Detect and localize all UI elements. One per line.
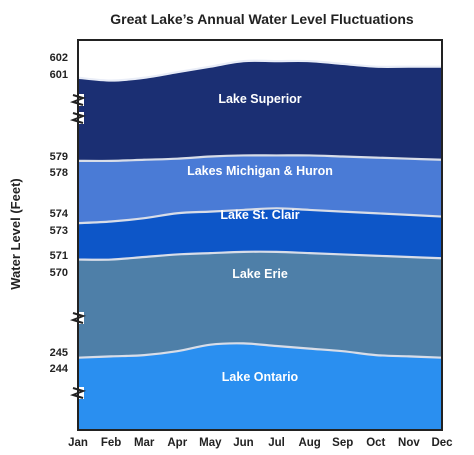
lake-bands	[78, 40, 442, 430]
y-tick-579: 579	[50, 151, 68, 163]
x-tick-dec: Dec	[431, 437, 453, 449]
y-tick-245: 245	[50, 347, 68, 359]
x-tick-jul: Jul	[268, 437, 285, 449]
y-tick-570: 570	[50, 267, 68, 279]
y-tick-578: 578	[50, 167, 68, 179]
y-tick-573: 573	[50, 225, 68, 237]
band-label-lakes-michigan-huron: Lakes Michigan & Huron	[187, 164, 333, 178]
band-lake-ontario	[78, 343, 442, 430]
x-tick-apr: Apr	[167, 437, 187, 449]
y-tick-labels: 602 601 579 578 574 573 571 570 245 244	[50, 52, 69, 375]
band-label-lake-st-clair: Lake St. Clair	[220, 208, 299, 222]
x-tick-mar: Mar	[134, 437, 155, 449]
x-tick-jan: Jan	[68, 437, 88, 449]
x-tick-may: May	[199, 437, 222, 449]
y-tick-601: 601	[50, 69, 68, 81]
boundary-lake-erie	[78, 250, 442, 261]
band-label-lake-erie: Lake Erie	[232, 267, 288, 281]
x-tick-labels: Jan Feb Mar Apr May Jun Jul Aug Sep Oct Nov Dec	[68, 437, 453, 449]
plot-frame	[77, 39, 443, 431]
y-tick-571: 571	[50, 250, 68, 262]
boundary-lakes-michigan-huron	[78, 154, 442, 163]
x-tick-jun: Jun	[233, 437, 253, 449]
y-tick-602: 602	[50, 52, 68, 64]
x-tick-nov: Nov	[398, 437, 420, 449]
x-tick-feb: Feb	[101, 437, 121, 449]
boundary-lake-st-clair	[78, 207, 442, 225]
boundary-lake-superior	[78, 59, 442, 82]
band-label-lake-superior: Lake Superior	[218, 92, 301, 106]
y-axis-label: Water Level (Feet)	[8, 178, 23, 290]
x-tick-aug: Aug	[298, 437, 320, 449]
y-tick-244: 244	[50, 363, 69, 375]
x-tick-oct: Oct	[366, 437, 385, 449]
x-tick-sep: Sep	[332, 437, 353, 449]
y-tick-574: 574	[50, 208, 69, 220]
band-label-lake-ontario: Lake Ontario	[222, 370, 299, 384]
chart-title: Great Lake’s Annual Water Level Fluctuat…	[110, 11, 414, 27]
boundary-lake-ontario	[78, 342, 442, 359]
